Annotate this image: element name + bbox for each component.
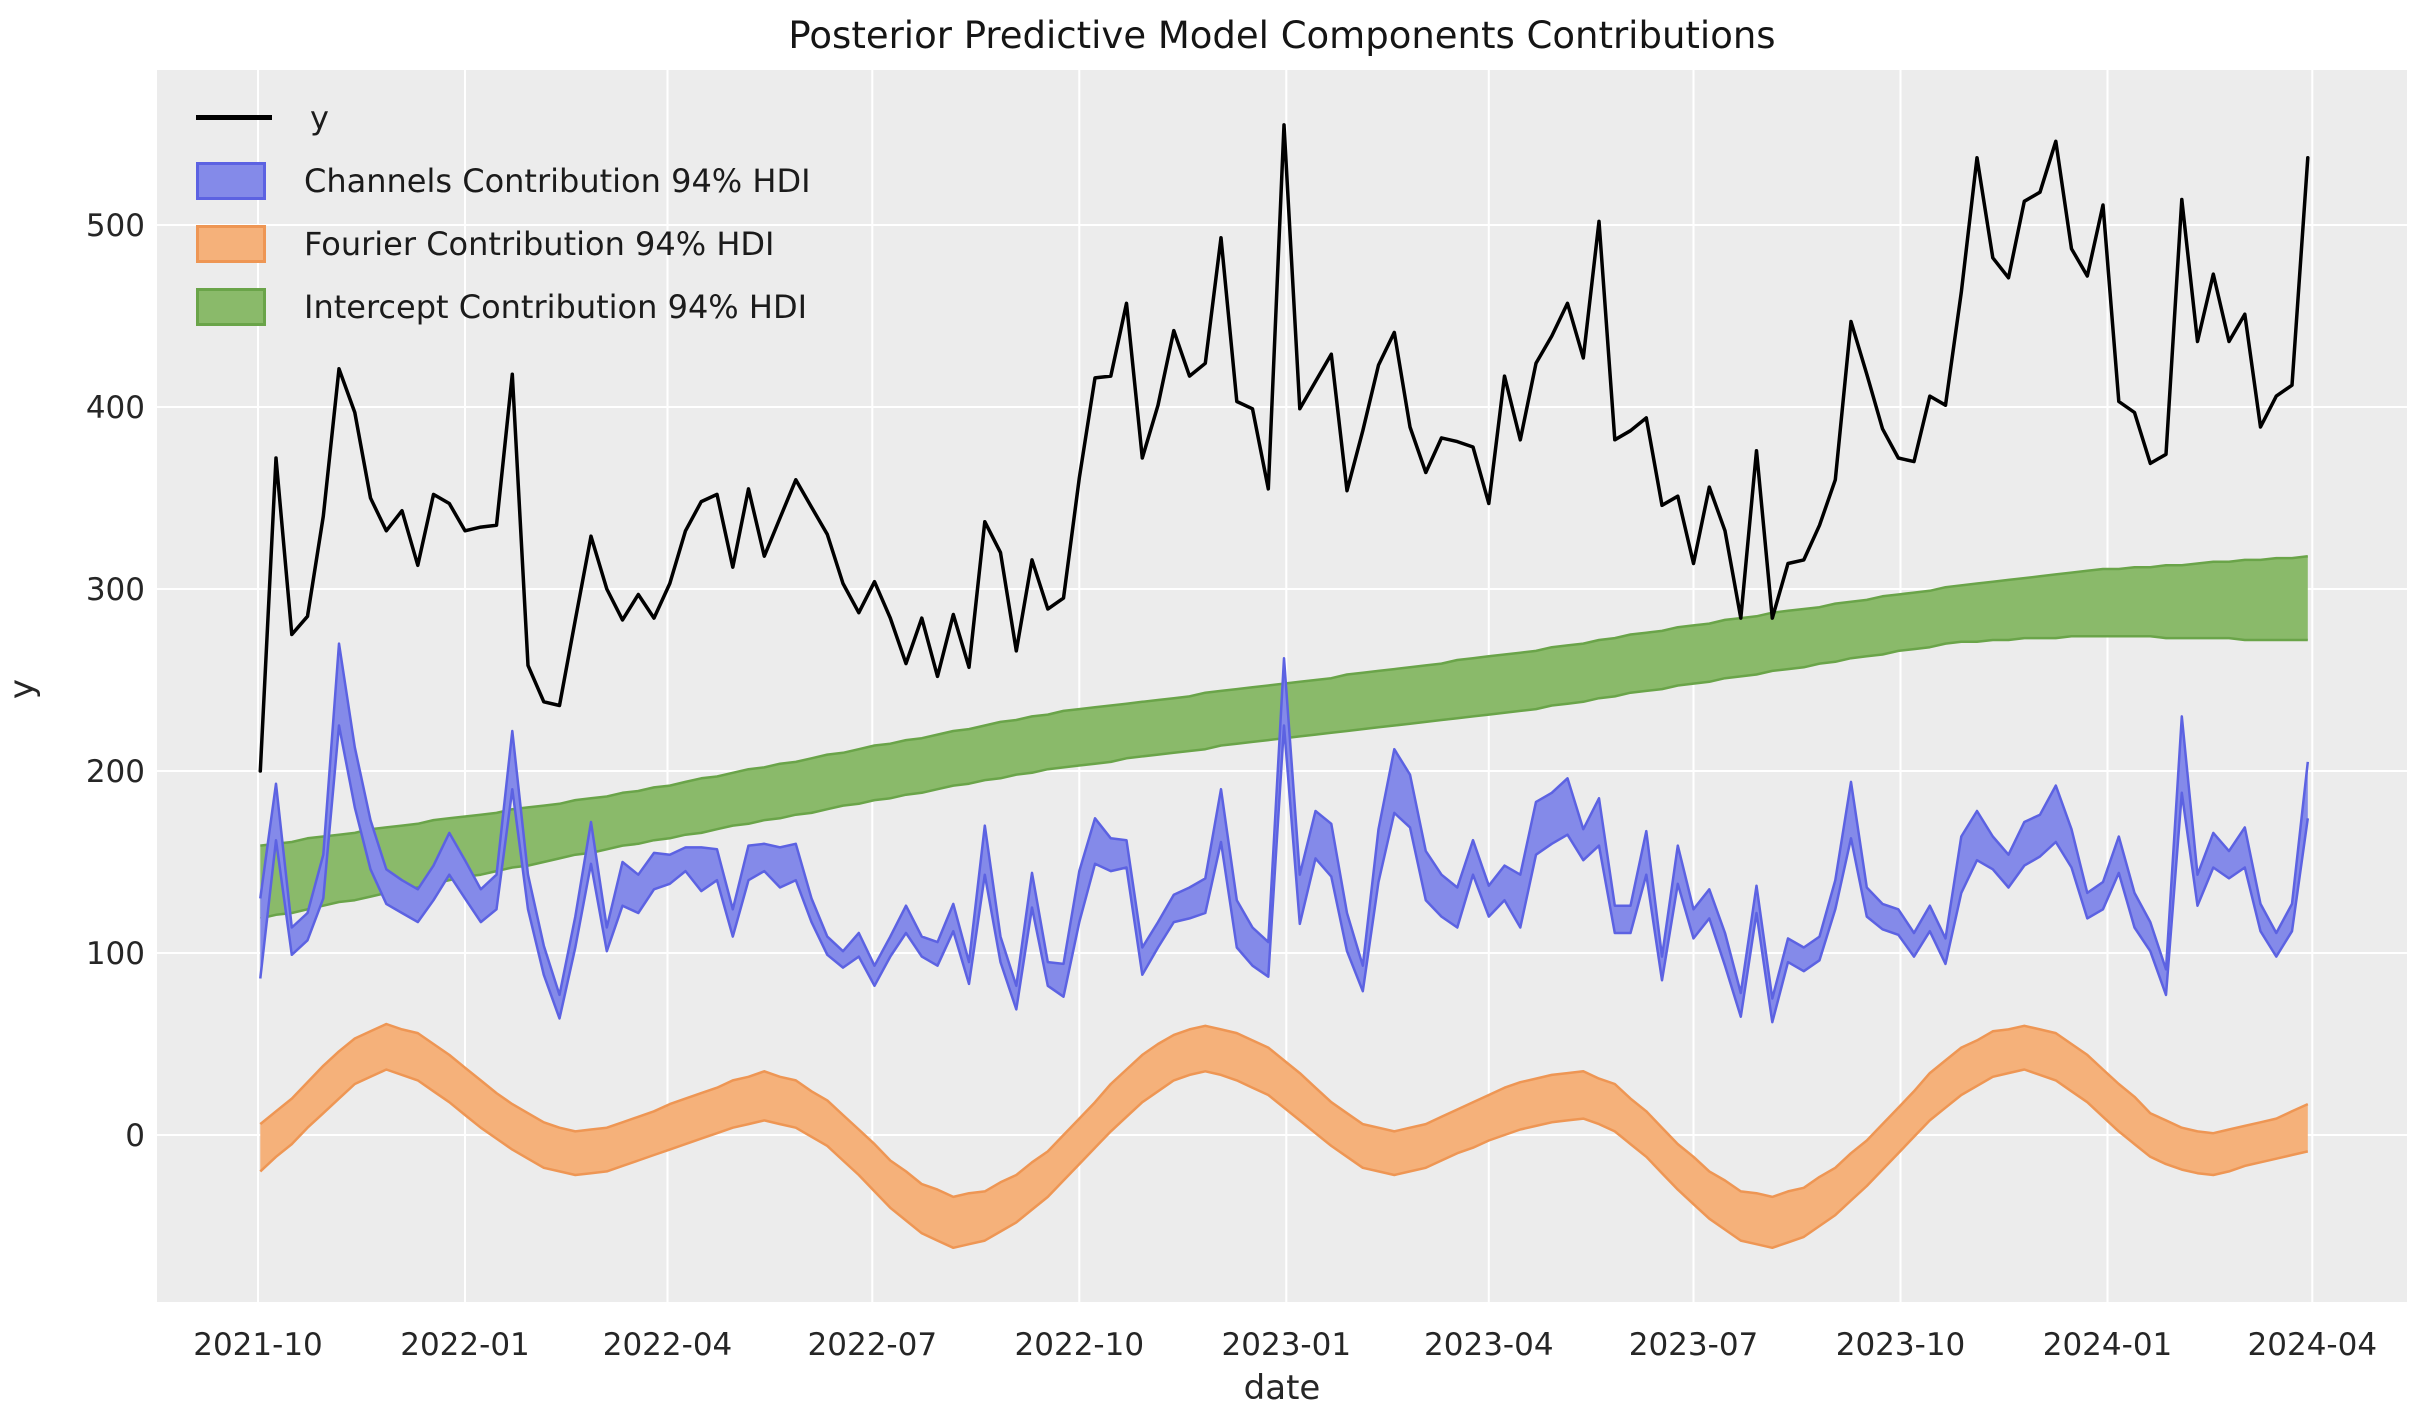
legend-label-y: y	[310, 98, 329, 137]
legend-row-channels: Channels Contribution 94% HDI	[196, 149, 811, 212]
y-axis-label: y	[2, 678, 42, 700]
y-tick-label: 400	[86, 390, 145, 426]
x-tick-label: 2022-01	[400, 1327, 530, 1363]
legend-label-intercept: Intercept Contribution 94% HDI	[304, 287, 808, 326]
x-tick-label: 2022-10	[1015, 1327, 1145, 1363]
legend-label-fourier: Fourier Contribution 94% HDI	[304, 224, 775, 263]
x-tick-label: 2021-10	[193, 1327, 323, 1363]
fourier-band-upper-edge	[259, 1022, 2309, 1199]
legend-patch-swatch-fourier	[196, 224, 266, 263]
legend-row-fourier: Fourier Contribution 94% HDI	[196, 212, 811, 275]
x-tick-label: 2023-01	[1222, 1327, 1352, 1363]
channels-band-lower-edge	[259, 724, 2310, 1024]
x-tick-label: 2024-01	[2043, 1327, 2173, 1363]
legend-label-channels: Channels Contribution 94% HDI	[304, 161, 811, 200]
legend-patch-swatch-intercept	[196, 287, 266, 326]
legend-row-intercept: Intercept Contribution 94% HDI	[196, 275, 811, 338]
y-tick-label: 0	[125, 1118, 145, 1154]
x-tick-label: 2022-07	[808, 1327, 938, 1363]
legend: y Channels Contribution 94% HDI Fourier Co…	[196, 86, 811, 338]
channels-band-upper-edge	[259, 642, 2310, 1000]
x-tick-label: 2024-04	[2248, 1327, 2378, 1363]
y-tick-label: 500	[86, 208, 145, 244]
legend-line-swatch-y	[196, 115, 272, 120]
fourier-band	[260, 1024, 2308, 1248]
channels-band	[260, 643, 2308, 1023]
legend-row-y: y	[196, 86, 811, 149]
y-line	[258, 123, 2310, 773]
x-tick-label: 2023-07	[1629, 1327, 1759, 1363]
y-tick-label: 300	[86, 572, 145, 608]
legend-patch-swatch-channels	[196, 161, 266, 200]
x-tick-label: 2023-04	[1424, 1327, 1554, 1363]
x-tick-label: 2022-04	[603, 1327, 733, 1363]
y-tick-label: 200	[86, 754, 145, 790]
x-tick-label: 2023-10	[1836, 1327, 1966, 1363]
x-axis-label: date	[1243, 1368, 1321, 1408]
y-tick-label: 100	[86, 936, 145, 972]
chart-title: Posterior Predictive Model Components Co…	[788, 14, 1776, 57]
fourier-band-lower-edge	[259, 1068, 2309, 1250]
